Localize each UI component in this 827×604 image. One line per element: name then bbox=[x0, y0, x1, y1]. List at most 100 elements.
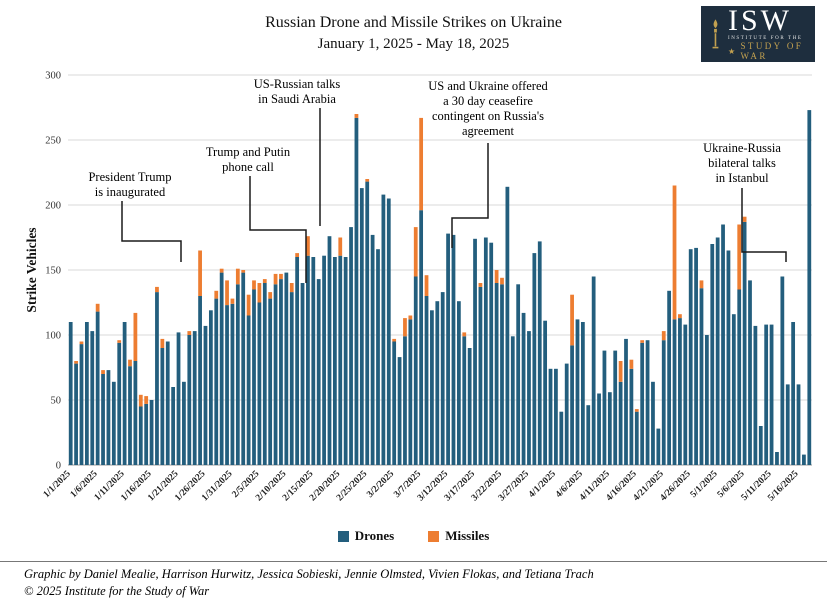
bar-missiles bbox=[187, 331, 192, 335]
bar-missiles bbox=[198, 250, 202, 296]
bar-drones bbox=[586, 405, 591, 465]
bar-drones bbox=[688, 249, 693, 465]
bar-drones bbox=[591, 276, 596, 465]
bar-drones bbox=[796, 384, 801, 465]
bar-drones bbox=[155, 292, 159, 465]
bar-missiles bbox=[629, 359, 634, 369]
bar-drones bbox=[403, 336, 407, 465]
bar-missiles bbox=[462, 332, 467, 337]
y-tick-label: 50 bbox=[51, 396, 62, 407]
bar-drones bbox=[219, 272, 224, 465]
bar-drones bbox=[564, 363, 569, 465]
bar-missiles bbox=[494, 270, 499, 283]
bar-drones bbox=[90, 331, 95, 465]
missiles-swatch bbox=[428, 530, 440, 542]
x-tick-label: 1/1/2025 bbox=[42, 469, 73, 500]
bar-drones bbox=[408, 319, 413, 465]
bar-drones bbox=[710, 244, 715, 465]
bar-drones bbox=[370, 234, 375, 465]
annotation-istanbul-talks: Ukraine-Russia bilateral talks in Istanbul bbox=[703, 141, 787, 262]
bar-drones bbox=[629, 368, 634, 465]
bar-missiles bbox=[424, 275, 429, 296]
chart-title-block: Russian Drone and Missile Strikes on Ukr… bbox=[0, 12, 827, 54]
bar-drones bbox=[262, 283, 267, 465]
bar-drones bbox=[494, 283, 499, 465]
bar-missiles bbox=[279, 273, 283, 280]
bar-drones bbox=[661, 340, 666, 465]
bar-missiles bbox=[678, 314, 682, 319]
bar-missiles bbox=[128, 359, 132, 367]
chart-legend: Drones Missiles bbox=[0, 528, 827, 544]
bar-drones bbox=[300, 283, 305, 465]
logo-institute-line: INSTITUTE FOR THE bbox=[727, 36, 803, 41]
annotation-text: Ukraine-Russia bilateral talks in Istanbul bbox=[703, 141, 781, 185]
bar-drones bbox=[246, 315, 251, 465]
bar-drones bbox=[451, 234, 456, 465]
bar-missiles bbox=[95, 303, 100, 312]
bar-drones bbox=[537, 241, 542, 465]
bar-drones bbox=[489, 242, 494, 465]
annotation-connector bbox=[451, 143, 489, 248]
bar-drones bbox=[527, 331, 531, 465]
annotation-ceasefire-offer: US and Ukraine offered a 30 day ceasefire… bbox=[428, 79, 549, 248]
bar-drones bbox=[79, 344, 84, 465]
bar-drones bbox=[359, 188, 364, 465]
bar-missiles bbox=[365, 179, 370, 182]
bar-drones bbox=[440, 292, 445, 465]
bar-missiles bbox=[160, 338, 165, 348]
bar-missiles bbox=[252, 280, 256, 290]
annotation-text: US-Russian talks in Saudi Arabia bbox=[254, 77, 341, 106]
bar-drones bbox=[645, 340, 650, 465]
bar-drones bbox=[613, 350, 618, 465]
bar-missiles bbox=[155, 286, 159, 293]
bar-missiles bbox=[133, 312, 138, 361]
bar-drones bbox=[731, 314, 736, 465]
bar-missiles bbox=[661, 331, 666, 341]
bar-missiles bbox=[570, 294, 574, 346]
annotation-text: Trump and Putin phone call bbox=[206, 145, 291, 174]
bar-missiles bbox=[737, 224, 742, 290]
bar-drones bbox=[570, 345, 574, 465]
bar-drones bbox=[430, 310, 434, 465]
bar-drones bbox=[95, 311, 100, 465]
bar-drones bbox=[694, 247, 698, 465]
bar-drones bbox=[413, 276, 418, 465]
bar-drones bbox=[753, 325, 758, 465]
bar-drones bbox=[435, 301, 440, 465]
bar-drones bbox=[327, 236, 332, 465]
x-tick-label: 3/2/2025 bbox=[365, 469, 396, 500]
y-tick-label: 100 bbox=[45, 331, 61, 342]
bar-missiles bbox=[246, 294, 251, 316]
bar-drones bbox=[289, 292, 294, 465]
bar-drones bbox=[624, 338, 628, 465]
bar-drones bbox=[607, 392, 612, 465]
drones-legend-label: Drones bbox=[354, 528, 395, 543]
bar-missiles bbox=[273, 273, 278, 285]
y-tick-label: 250 bbox=[45, 136, 61, 147]
bar-missiles bbox=[672, 185, 677, 320]
bar-drones bbox=[165, 341, 170, 465]
bar-drones bbox=[510, 336, 515, 465]
bar-drones bbox=[456, 301, 461, 465]
bar-drones bbox=[101, 374, 105, 465]
bar-drones bbox=[295, 257, 300, 465]
bar-missiles bbox=[295, 253, 300, 257]
bar-missiles bbox=[74, 361, 78, 364]
logo-acronym: ISW bbox=[727, 4, 792, 37]
bar-drones bbox=[203, 325, 208, 465]
bar-missiles bbox=[219, 268, 224, 273]
bar-missiles bbox=[117, 340, 122, 343]
bar-drones bbox=[128, 366, 132, 465]
credit-line: Graphic by Daniel Mealie, Harrison Hurwi… bbox=[24, 567, 594, 581]
bar-missiles bbox=[634, 409, 639, 412]
bar-drones bbox=[171, 387, 176, 465]
bar-drones bbox=[678, 318, 682, 465]
bar-drones bbox=[667, 290, 672, 465]
bar-drones bbox=[122, 322, 127, 465]
bar-drones bbox=[683, 324, 688, 465]
bar-drones bbox=[322, 255, 326, 465]
bar-missiles bbox=[408, 315, 413, 320]
bar-drones bbox=[742, 221, 747, 465]
bar-missiles bbox=[419, 117, 424, 211]
bar-drones bbox=[478, 286, 483, 465]
